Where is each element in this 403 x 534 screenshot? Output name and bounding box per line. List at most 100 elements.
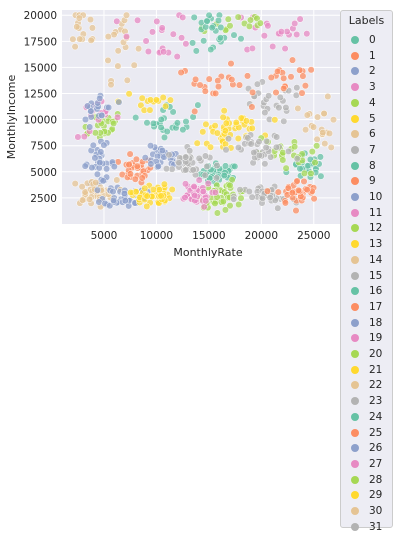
data-point	[303, 30, 311, 38]
data-point	[202, 23, 210, 31]
series-14	[69, 11, 96, 51]
data-point	[203, 162, 211, 171]
data-point	[242, 117, 250, 125]
data-point	[178, 34, 186, 42]
data-point	[232, 119, 240, 127]
y-tick-label: 12500	[24, 89, 57, 101]
data-point	[226, 22, 234, 30]
series-15	[244, 78, 301, 125]
data-point	[200, 37, 208, 45]
data-point	[147, 142, 155, 150]
legend-item: 8	[351, 159, 376, 173]
data-point	[220, 171, 228, 179]
data-point	[132, 114, 140, 122]
data-point	[324, 92, 332, 101]
legend-item: 5	[351, 112, 376, 126]
legend-marker	[351, 36, 359, 44]
legend-item: 22	[351, 378, 382, 392]
data-point	[303, 186, 311, 194]
x-axis-label: MonthlyRate	[173, 246, 242, 259]
data-point	[313, 142, 321, 150]
data-point	[146, 106, 154, 114]
data-point	[279, 156, 287, 164]
data-point	[293, 30, 301, 39]
data-point	[261, 160, 269, 168]
data-point	[148, 28, 157, 36]
legend-item: 23	[351, 394, 382, 408]
data-point	[293, 84, 301, 92]
data-point	[141, 154, 149, 162]
data-point	[288, 56, 297, 64]
data-point	[280, 74, 288, 82]
series-7	[162, 143, 221, 182]
data-point	[264, 22, 272, 30]
data-point	[195, 154, 203, 162]
data-point	[276, 93, 284, 101]
data-point	[214, 16, 223, 25]
data-point	[245, 187, 253, 196]
data-point	[126, 150, 134, 158]
legend-item: 26	[351, 441, 382, 455]
data-point	[168, 185, 176, 194]
data-point	[202, 120, 210, 128]
data-point	[78, 183, 86, 191]
x-tick-label: 25000	[297, 230, 330, 242]
legend-label: 6	[369, 128, 376, 141]
data-point	[115, 98, 123, 106]
data-point	[147, 160, 155, 168]
data-point	[272, 88, 280, 97]
data-point	[299, 72, 307, 80]
legend-marker	[351, 145, 359, 154]
data-point	[274, 67, 282, 76]
data-point	[177, 68, 185, 77]
legend-marker	[351, 397, 359, 406]
series-21	[202, 107, 279, 140]
data-point	[227, 60, 235, 68]
legend-marker	[351, 255, 359, 264]
legend-label: 17	[369, 300, 383, 313]
data-point	[144, 47, 152, 56]
data-point	[181, 193, 189, 202]
y-tick-label: 10000	[24, 115, 57, 127]
data-point	[303, 111, 311, 119]
data-point	[71, 43, 79, 51]
data-point	[294, 186, 303, 194]
legend-marker	[351, 302, 359, 311]
data-point	[281, 45, 289, 53]
data-point	[221, 162, 230, 170]
data-point	[308, 148, 316, 156]
legend-label: 14	[369, 253, 383, 266]
data-point	[89, 141, 97, 149]
data-point	[162, 102, 170, 110]
data-point	[192, 75, 200, 83]
data-point	[190, 13, 198, 21]
data-point	[100, 141, 108, 149]
legend-label: 19	[369, 332, 383, 345]
legend-item: 16	[351, 284, 382, 298]
data-point	[255, 138, 263, 146]
data-point	[95, 198, 103, 206]
data-point	[104, 33, 112, 41]
legend-title: Labels	[348, 14, 385, 27]
data-point	[141, 184, 149, 192]
data-point	[80, 133, 88, 141]
legend-label: 13	[369, 238, 383, 251]
legend-marker	[351, 412, 359, 421]
data-point	[262, 144, 270, 152]
data-point	[199, 128, 207, 136]
data-point	[288, 189, 296, 197]
data-point	[91, 129, 99, 137]
legend-marker	[351, 177, 359, 186]
y-tick-label: 5000	[30, 167, 57, 179]
data-point	[237, 194, 245, 202]
data-point	[222, 146, 230, 154]
data-point	[133, 162, 141, 170]
data-point	[196, 81, 204, 89]
data-point	[245, 22, 253, 30]
legend-item: 15	[351, 269, 382, 283]
data-point	[122, 33, 131, 41]
data-point	[248, 193, 256, 201]
data-point	[271, 116, 279, 124]
data-point	[169, 30, 177, 38]
legend-label: 22	[369, 379, 383, 392]
